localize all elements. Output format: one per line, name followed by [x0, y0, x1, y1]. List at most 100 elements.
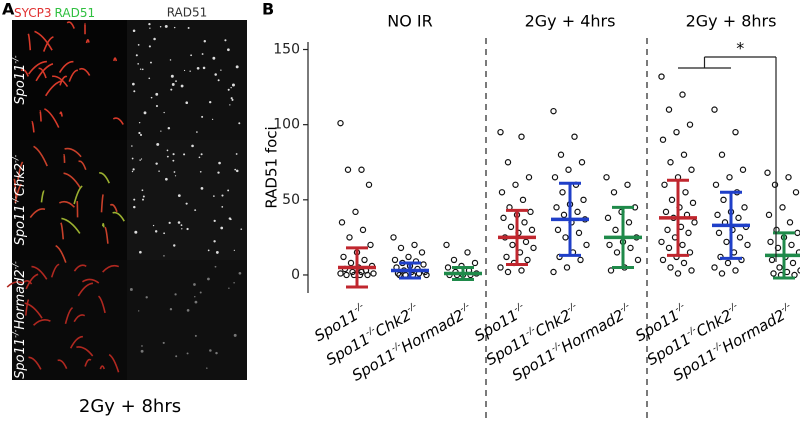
focus	[201, 115, 204, 118]
data-point	[658, 73, 665, 80]
chromosome	[33, 319, 51, 326]
data-point	[562, 234, 569, 241]
focus	[199, 170, 202, 173]
focus	[209, 349, 212, 352]
focus	[150, 61, 152, 64]
data-point	[358, 166, 365, 173]
chromosome	[64, 306, 74, 325]
data-point	[524, 256, 531, 264]
focus	[173, 26, 176, 29]
focus	[189, 70, 191, 72]
image-merge-3	[12, 260, 127, 380]
chromosome	[24, 302, 43, 319]
chromosome	[35, 63, 54, 82]
chromosome	[68, 69, 78, 82]
focus	[206, 367, 208, 369]
data-point	[574, 208, 581, 216]
data-point	[744, 241, 751, 249]
focus	[194, 334, 197, 337]
data-point	[789, 259, 797, 267]
data-point	[527, 208, 534, 216]
data-point	[718, 270, 726, 277]
chromosome	[104, 226, 109, 244]
focus	[200, 187, 204, 190]
chromosome	[31, 120, 35, 133]
focus	[196, 66, 200, 70]
data-point	[352, 208, 359, 216]
data-point	[391, 256, 399, 264]
group-title: 2Gy + 4hrs	[525, 12, 616, 31]
data-point	[659, 256, 667, 264]
chromosome	[112, 211, 125, 222]
focus	[177, 221, 181, 224]
data-point	[723, 238, 730, 246]
data-point	[497, 128, 504, 136]
data-point	[606, 241, 613, 249]
focus	[194, 209, 197, 212]
data-point	[661, 181, 668, 188]
focus	[150, 96, 153, 99]
data-point	[418, 249, 426, 256]
chromosome	[27, 33, 32, 51]
chromosome	[112, 117, 124, 125]
focus	[217, 79, 220, 82]
focus	[132, 29, 136, 33]
data-point	[686, 121, 694, 128]
chromosome	[31, 265, 48, 280]
focus	[213, 219, 216, 223]
data-point	[625, 219, 633, 226]
data-point	[554, 226, 562, 234]
focus	[134, 230, 138, 234]
data-point	[767, 238, 774, 246]
focus	[154, 230, 158, 233]
focus	[227, 48, 230, 52]
data-point	[522, 238, 530, 246]
focus	[173, 171, 176, 173]
data-point	[338, 219, 346, 226]
data-point	[785, 174, 792, 181]
data-point	[497, 264, 504, 271]
chromosome	[55, 244, 67, 263]
focus	[214, 265, 217, 268]
data-point	[686, 249, 694, 256]
data-point	[444, 264, 452, 271]
chromosome	[59, 75, 68, 86]
chromosome	[38, 67, 47, 79]
focus	[211, 118, 214, 120]
focus	[148, 45, 151, 48]
data-point	[583, 241, 590, 249]
data-point	[689, 199, 697, 207]
focus	[159, 25, 162, 28]
data-point	[343, 271, 350, 279]
focus	[207, 249, 210, 252]
chromosome	[77, 282, 94, 297]
data-point	[528, 226, 536, 234]
data-point	[786, 219, 794, 226]
header-rad51-merge: RAD51	[55, 6, 96, 20]
data-point	[340, 253, 347, 261]
focus	[233, 249, 235, 251]
image-rad51-2	[127, 140, 247, 260]
focus	[163, 255, 165, 257]
data-point	[792, 189, 800, 196]
data-point	[464, 249, 471, 256]
data-point	[550, 107, 557, 115]
data-point	[659, 136, 667, 143]
focus	[185, 101, 189, 105]
focus	[139, 68, 142, 70]
focus	[137, 43, 140, 46]
data-point	[607, 267, 615, 274]
focus	[194, 300, 198, 304]
significance: *	[736, 39, 744, 58]
focus	[238, 122, 241, 125]
data-point	[779, 204, 786, 211]
focus	[155, 104, 158, 108]
y-tick-label: 100	[273, 117, 300, 133]
focus	[214, 73, 217, 76]
chromosome	[24, 299, 30, 316]
image-rad51-3	[127, 260, 247, 380]
data-point	[610, 189, 618, 196]
image-rad51-1	[127, 20, 247, 140]
focus	[215, 251, 219, 254]
chromosome	[17, 161, 24, 180]
